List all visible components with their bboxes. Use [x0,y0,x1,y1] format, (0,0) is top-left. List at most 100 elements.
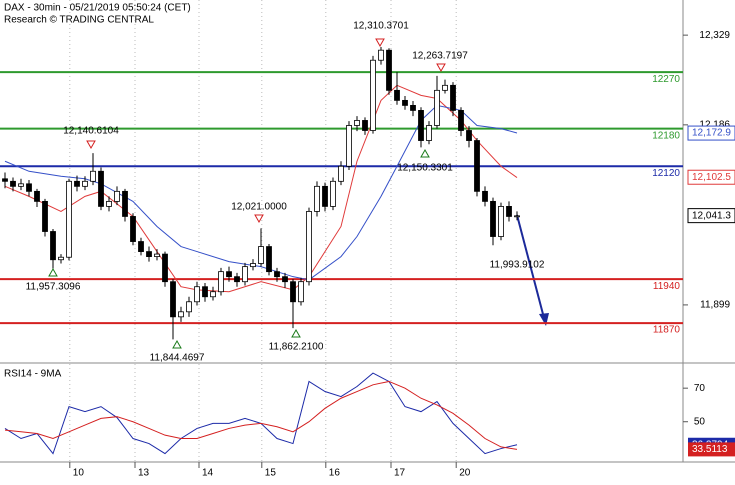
x-tick-label: 17 [394,468,406,479]
x-tick-label: 14 [202,468,214,479]
candle-body [346,125,352,167]
rsi-last-label: 33.5113 [692,444,728,455]
candle-body [138,241,144,252]
candle-body [250,263,256,268]
trough-marker [172,339,182,349]
candle-body [434,89,440,126]
rsi-y-tick-label: 70 [694,383,706,394]
candle-body [290,281,296,303]
candle-body [506,206,512,217]
trough-marker [291,328,301,338]
candle-body [330,180,336,207]
candle-body [370,59,376,131]
annotation: 11,862.2100 [269,342,324,353]
level-label: 12270 [652,74,680,85]
candle-body [450,84,456,111]
candle-body [338,165,344,182]
annotation: 11,957.3096 [26,282,81,293]
candle-body [66,180,72,258]
candle-body [130,216,136,242]
candle-body [10,180,16,187]
candle-body [258,246,264,264]
x-tick-label: 15 [265,468,277,479]
forecast-arrow [516,214,545,319]
y-tick-label: 12,329 [699,30,730,41]
candle-body [58,256,64,261]
candle-body [274,271,280,278]
annotation: 11,993.9102 [490,260,545,271]
candle-body [178,311,184,318]
last-value-box [687,208,735,224]
candle-body [410,105,416,111]
last-value-label: 12,041.3 [692,210,731,221]
candle-body [194,286,200,303]
annotation: 12,263.7197 [412,51,468,62]
y-tick-label: 12,186 [699,119,730,130]
candle-body [50,231,56,261]
rsi-last-box [688,442,735,457]
candle-body [386,49,392,91]
x-tick-label: 16 [329,468,341,479]
candle-body [458,110,464,131]
candle-body [474,140,480,192]
annotation: 12,021.0000 [231,202,287,213]
last-value-label: 12,102.5 [692,172,731,183]
candle-body [402,99,408,106]
level-label: 12120 [652,168,680,179]
candle-body [226,271,232,278]
candle-body [82,180,88,187]
candle-body [378,49,384,61]
candle-body [466,130,472,141]
candle-body [170,281,176,318]
peak-marker [254,214,264,224]
candle-body [442,84,448,91]
candle-body [418,110,424,141]
rsi-title: RSI14 - 9MA [4,369,62,380]
candle-body [210,291,216,298]
candle-body [234,276,240,283]
candle-body [394,89,400,101]
candle-body [106,200,112,207]
trough-marker [48,267,58,277]
candle-body [242,266,248,283]
candle-body [202,286,208,298]
candle-body [482,190,488,202]
candle-body [162,253,168,283]
level-label: 11870 [653,325,681,336]
candle-body [90,170,96,182]
x-tick-label: 10 [73,468,85,479]
last-value-box [687,169,735,185]
rsi-line [4,380,518,450]
y-tick-label: 11,899 [700,300,730,311]
candle-body [266,246,272,273]
candle-body [282,276,288,283]
candle-body [314,185,320,212]
moving-average [4,104,518,281]
trough-marker [420,148,430,158]
level-label: 11940 [653,281,681,292]
candle-body [122,190,128,217]
candle-body [322,185,328,207]
candle-body [426,125,432,141]
annotation: 12,150.3301 [397,163,453,174]
candle-body [498,206,504,237]
candle-body [154,253,160,257]
peak-marker [436,63,446,73]
x-tick-label: 13 [138,468,150,479]
candle-body [298,281,304,303]
chart-subtitle: Research © TRADING CENTRAL [4,15,154,26]
candle-body [34,190,40,202]
chart-title: DAX - 30min - 05/21/2019 05:50:24 (CET) [4,3,191,14]
candle-body [98,170,104,207]
candle-body [362,120,368,131]
x-tick-label: 20 [459,468,471,479]
peak-marker [86,140,96,150]
level-label: 12180 [652,130,680,141]
candle-body [218,271,224,293]
candle-body [186,301,192,313]
annotation: 12,140.6104 [63,126,119,137]
candle-body [26,183,32,192]
